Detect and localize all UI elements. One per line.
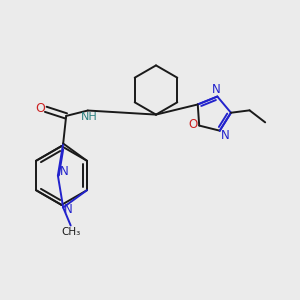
Text: N: N	[212, 83, 220, 96]
Text: N: N	[64, 203, 73, 216]
Text: N: N	[221, 129, 230, 142]
Text: CH₃: CH₃	[62, 227, 81, 237]
Text: O: O	[188, 118, 197, 131]
Text: N: N	[59, 165, 68, 178]
Text: O: O	[35, 102, 45, 115]
Text: NH: NH	[81, 112, 98, 122]
